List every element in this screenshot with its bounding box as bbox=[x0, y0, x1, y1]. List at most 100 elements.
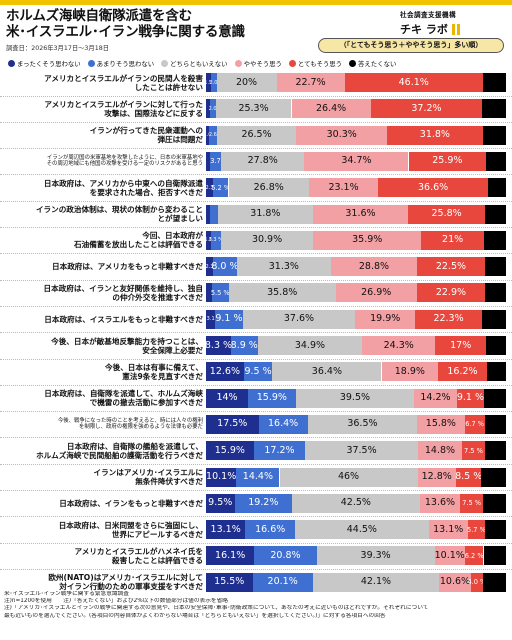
data-label: 27.8% bbox=[247, 155, 278, 167]
bar-segment bbox=[482, 125, 506, 145]
row-label-line: 今後、日本が敵基地反撃能力を持つことは、 bbox=[51, 336, 203, 346]
bar-segment: 39.3% bbox=[316, 546, 435, 566]
row-label-line: 欧州(NATO)はアメリカ･イスラエルに対して bbox=[48, 573, 203, 583]
data-label: 26.5% bbox=[241, 129, 272, 141]
bar-segment: 4.0 % bbox=[467, 572, 486, 592]
data-label: 26.4% bbox=[316, 102, 347, 114]
row-label: イランが周辺国の米軍基地を攻撃したように、日本の米軍基地や その周辺地域にも他国の… bbox=[2, 151, 203, 172]
data-label: 8.9 % bbox=[230, 339, 258, 351]
data-label: 9.5% bbox=[208, 497, 233, 509]
legend-item: とてもそう思う bbox=[288, 58, 343, 68]
bar-segment: 15.8% bbox=[417, 414, 465, 434]
row-label: 日本政府は、自衛隊を派遣して、ホルムズ海峡 で機雷の撤去活動に参加すべきだ bbox=[2, 388, 203, 409]
bar-segment bbox=[482, 99, 506, 119]
data-label: 10.1% bbox=[434, 549, 465, 561]
row-divider bbox=[0, 279, 512, 281]
bar-segment: 3.3 % bbox=[209, 230, 223, 250]
bar-segment: 34.7% bbox=[304, 151, 409, 171]
row-label: 日本政府は、日米同盟をさらに強固にし、 世界にアピールするべきだ bbox=[2, 519, 203, 540]
row-divider bbox=[0, 516, 512, 518]
data-label: 19.9% bbox=[370, 313, 401, 325]
data-label: 3.7 bbox=[210, 157, 221, 166]
row-label-line: を要求された場合、拒否すべきだ bbox=[89, 187, 203, 197]
bar-segment: 30.9% bbox=[220, 230, 314, 250]
row-divider bbox=[0, 200, 512, 202]
bar-segment bbox=[486, 336, 506, 355]
bar-segment: 25.8% bbox=[407, 204, 486, 224]
row-label: 日本政府は、イスラエルをもっと非難すべきだ bbox=[2, 309, 203, 330]
bar-segment: 17.2% bbox=[253, 441, 306, 461]
data-label: 15.9% bbox=[256, 392, 287, 404]
row-label-line: で機雷の撤去活動に参加すべきだ bbox=[89, 398, 203, 408]
bar-segment bbox=[486, 151, 506, 171]
data-label: 22.7% bbox=[295, 76, 326, 88]
bar-segment bbox=[486, 362, 506, 382]
data-label: 20% bbox=[235, 76, 258, 88]
row-label-line: 憲法9条を見直すべきだ bbox=[122, 371, 203, 381]
row-label-line: 殺害したことは評価できる bbox=[112, 555, 203, 565]
row-label: アメリカとイスラエルがハメネイ氏を 殺害したことは評価できる bbox=[2, 545, 203, 566]
data-label: 2.0 bbox=[208, 105, 217, 112]
row-divider bbox=[0, 121, 512, 123]
row-divider bbox=[0, 305, 512, 307]
data-label: 17% bbox=[450, 339, 472, 351]
data-label: 5.7 % bbox=[467, 525, 486, 534]
bar-segment bbox=[483, 546, 506, 566]
bar-segment bbox=[485, 283, 506, 303]
legend-label: ややそう思う bbox=[243, 59, 282, 68]
data-label: 37.6% bbox=[283, 313, 315, 325]
row-label-line: 世界にアピールするべきだ bbox=[111, 529, 203, 539]
bar-segment: 26.5% bbox=[216, 125, 297, 145]
data-label: 22.9% bbox=[435, 286, 467, 298]
row-label: 欧州(NATO)はアメリカ･イスラエルに対して 対イラン行動のための軍事支援をすべ… bbox=[2, 572, 203, 593]
data-label: 9.1 % bbox=[456, 392, 485, 404]
data-label: 7.5 % bbox=[464, 446, 483, 455]
bar-segment: 13.1% bbox=[428, 520, 468, 540]
bar-segment: 15.9% bbox=[248, 388, 296, 408]
row-divider bbox=[0, 384, 512, 386]
bar-segment: 22.7% bbox=[276, 73, 345, 92]
bar-segment: 22.5% bbox=[417, 257, 485, 277]
data-label: 2.0 bbox=[209, 79, 218, 86]
data-label: 8.0 % bbox=[211, 260, 239, 272]
bar-segment: 3.7 bbox=[209, 151, 221, 171]
bar-segment: 42.5% bbox=[292, 493, 420, 513]
bar-segment: 2.3 bbox=[205, 257, 213, 277]
bar-segment: 9.5 % bbox=[243, 362, 273, 382]
row-label-line: 対イラン行動のための軍事支援をすべきだ bbox=[59, 582, 203, 592]
bar-segment bbox=[206, 99, 210, 119]
row-label-line: アメリカとイスラエルがハメネイ氏を bbox=[74, 546, 203, 556]
bar-segment: 2.0 bbox=[208, 99, 217, 119]
data-label: 12.6% bbox=[209, 365, 240, 377]
legend-swatch bbox=[161, 59, 169, 67]
bar-segment: 19.2% bbox=[234, 493, 293, 513]
bar-segment: 9.1 % bbox=[215, 309, 243, 329]
bar-segment bbox=[482, 493, 506, 513]
legend-item: あまりそう思わない bbox=[87, 58, 154, 68]
org-name: 社会調査支援機構 bbox=[400, 11, 456, 19]
row-label: 日本政府は、イランと友好関係を維持し、独自 の仲介外交を推進すべきだ bbox=[2, 282, 203, 303]
bar-segment: 20.8% bbox=[254, 546, 317, 566]
data-label: 23.1% bbox=[328, 181, 359, 193]
data-label: 7.5 % bbox=[462, 499, 482, 508]
data-label: 14% bbox=[216, 392, 238, 404]
bar-segment: 16.1% bbox=[206, 546, 255, 566]
bar-segment: 16.6% bbox=[245, 520, 296, 540]
data-label: 36.4% bbox=[311, 365, 342, 377]
legend-label: とてもそう思う bbox=[297, 59, 343, 68]
data-label: 17.5% bbox=[217, 418, 248, 430]
row-label-line: イランが周辺国の米軍基地を攻撃したように、日本の米軍基地や bbox=[46, 154, 203, 161]
row-divider bbox=[0, 490, 512, 491]
footnote-line: 米･イスラエル･イラン戦争に関する緊急意識調査 bbox=[4, 591, 129, 597]
bar-segment: 5.5 % bbox=[211, 283, 230, 303]
row-label: 今回、日本政府が 石油備蓄を放出したことは評価できる bbox=[2, 230, 203, 251]
footnote-line: 最も近いものを選んでください。(各項目の内容自体がよくわからない場合は「どちらと… bbox=[4, 612, 386, 619]
bar-segment: 15.5% bbox=[206, 572, 253, 592]
legend-item: まったくそう思わない bbox=[8, 58, 81, 68]
bar-segment: 19.9% bbox=[355, 309, 416, 329]
bar-segment: 31.8% bbox=[387, 125, 483, 145]
bar-segment bbox=[485, 204, 506, 224]
data-label: 13.6% bbox=[424, 497, 456, 509]
bar-segment bbox=[484, 414, 506, 434]
row-label-line: イランが行ってきた民衆運動への bbox=[89, 126, 203, 136]
